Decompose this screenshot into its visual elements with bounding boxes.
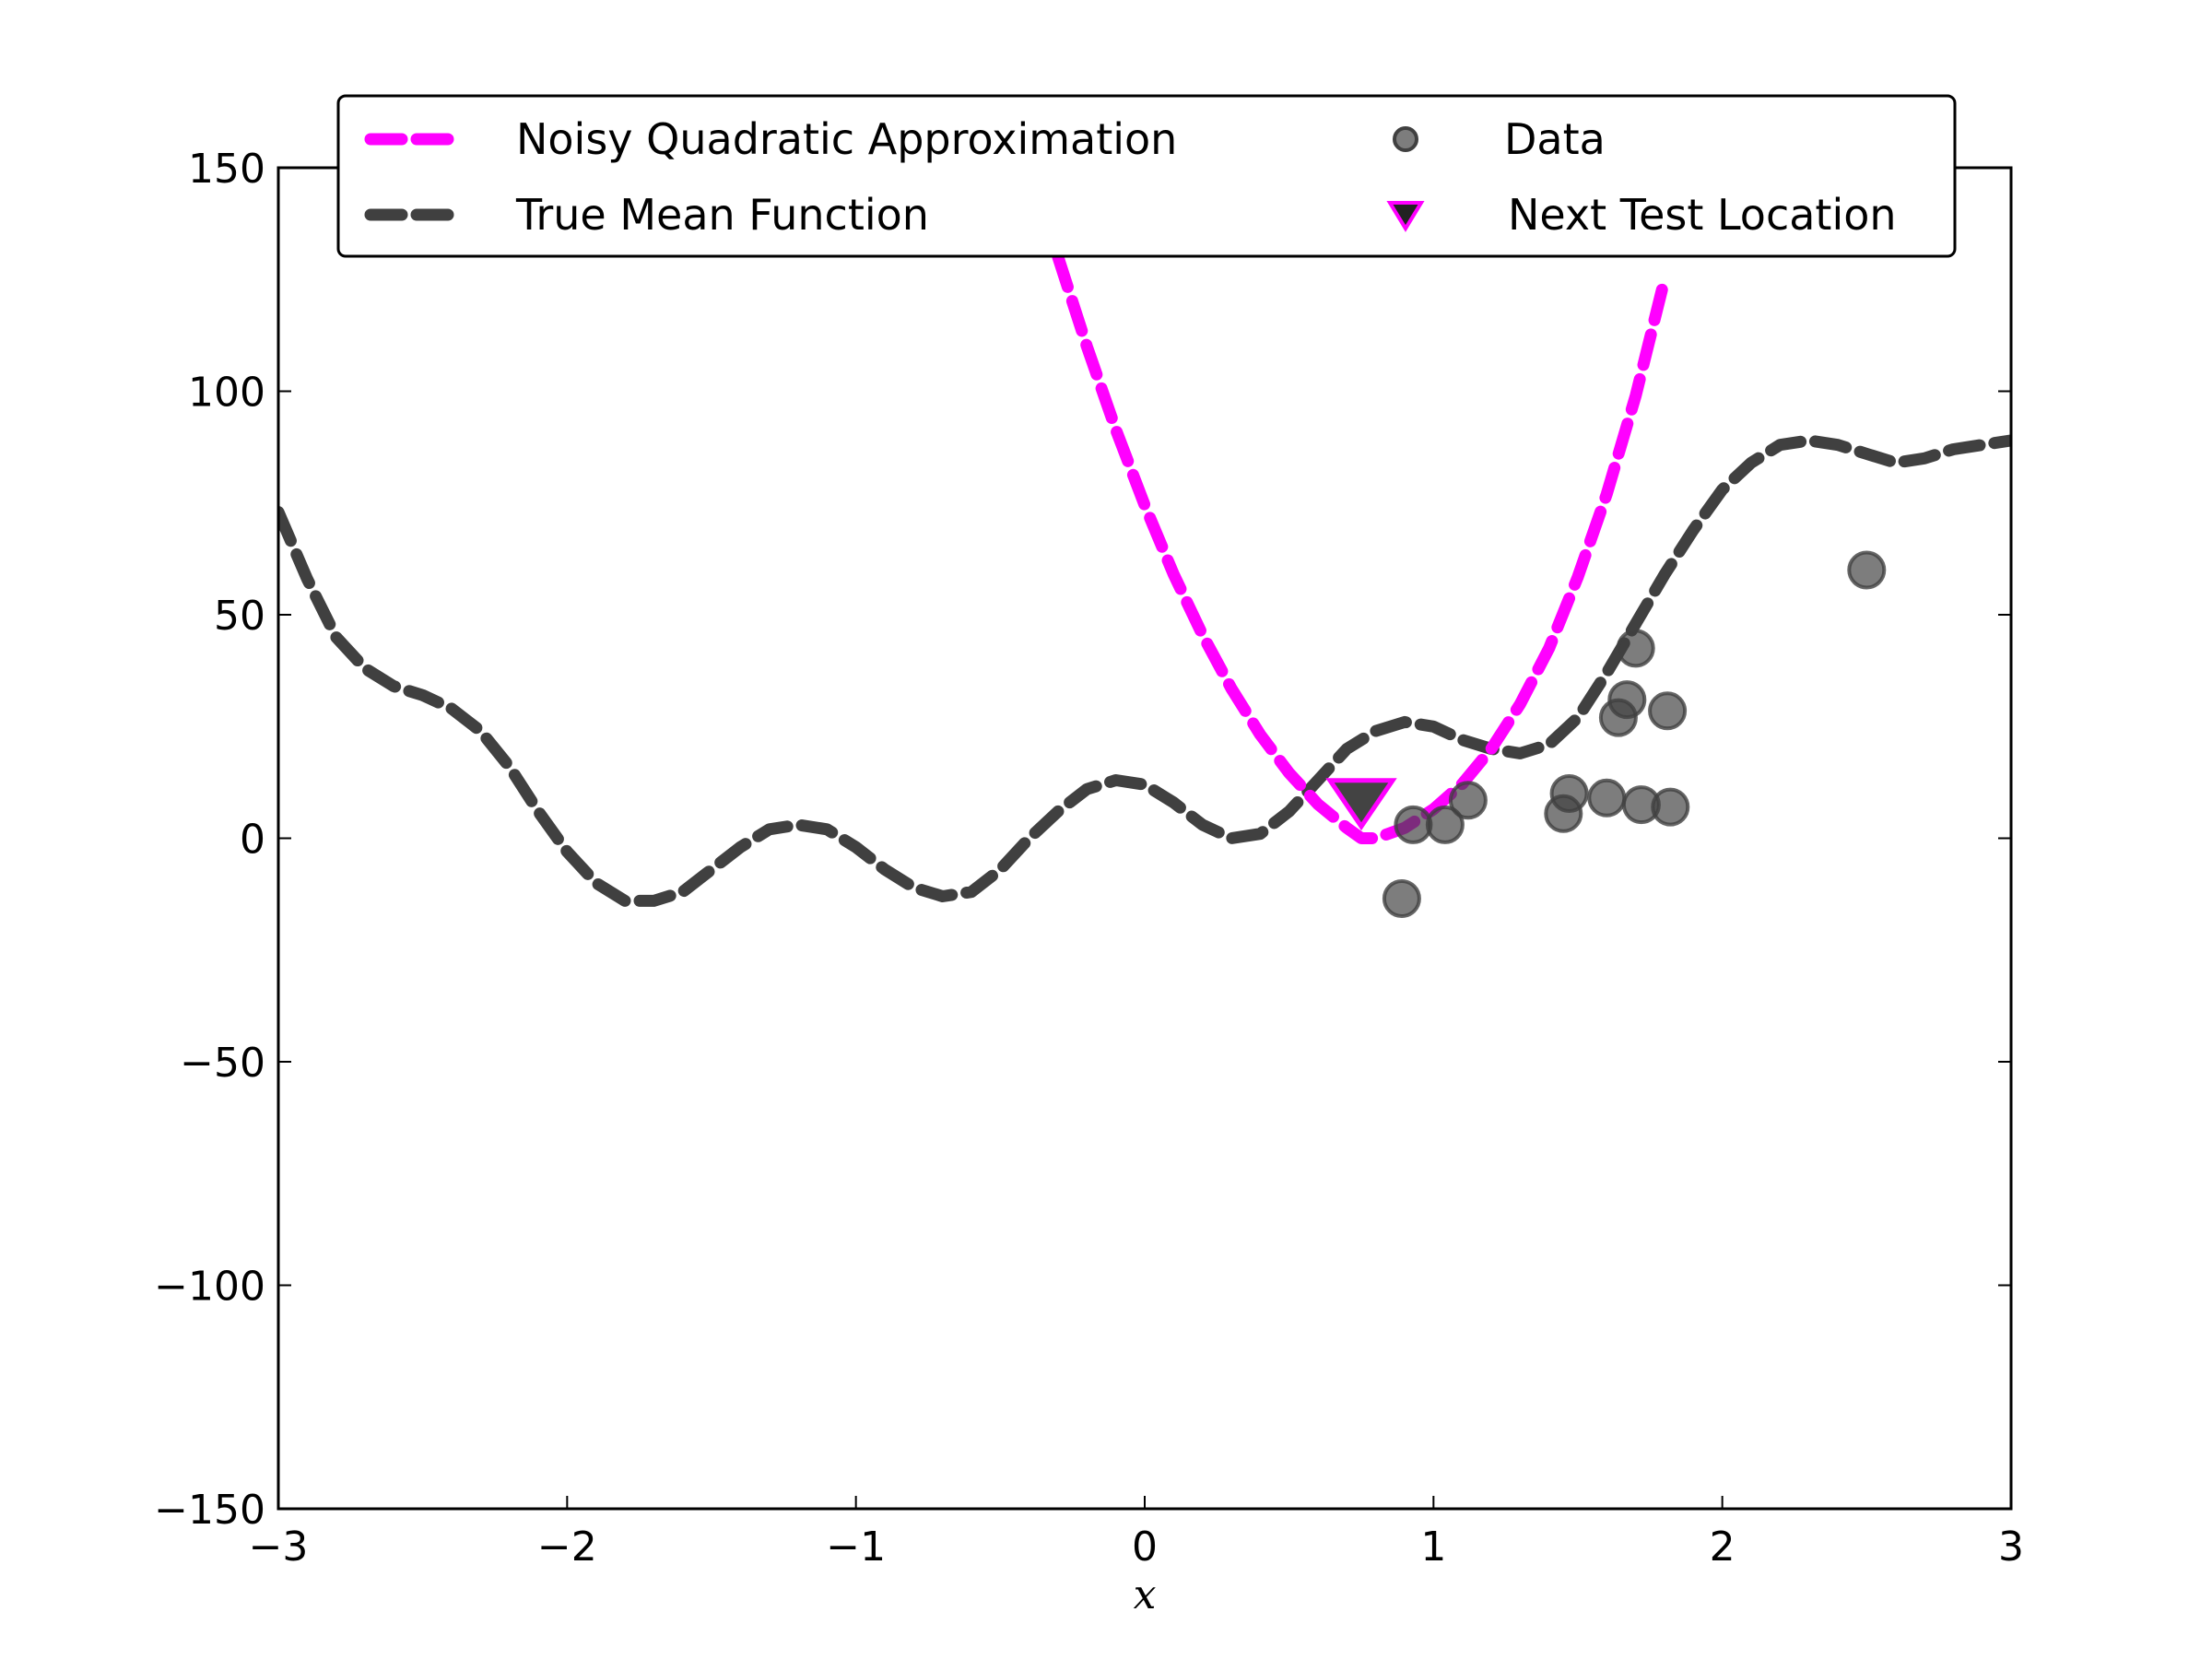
noisy-quadratic-line — [1052, 251, 1671, 844]
data-point-10 — [1616, 629, 1655, 668]
x-tick-label-1: −2 — [537, 1524, 597, 1571]
data-point-13 — [1651, 787, 1690, 827]
x-tick-label-4: 1 — [1420, 1524, 1446, 1571]
x-tick-label-5: 2 — [1710, 1524, 1735, 1571]
data-point-14 — [1847, 550, 1887, 590]
legend-label-next-test: Next Test Location — [1508, 190, 1897, 240]
legend-swatch-data — [1393, 126, 1418, 152]
data-point-3 — [1425, 805, 1465, 844]
x-tick-label-0: −3 — [249, 1524, 309, 1571]
data-point-6 — [1549, 774, 1589, 813]
x-tick-label-6: 3 — [1998, 1524, 2024, 1571]
x-tick-label-3: 0 — [1132, 1524, 1158, 1571]
plot-marks — [278, 251, 2011, 918]
legend-swatch-next-test — [1386, 201, 1425, 232]
data-point-4 — [1448, 781, 1488, 820]
y-tick-label-1: −100 — [154, 1264, 265, 1311]
data-point-1 — [1382, 879, 1421, 918]
next-test-marker — [1325, 778, 1397, 831]
legend-label-true-mean: True Mean Function — [515, 190, 929, 240]
y-tick-label-2: −50 — [180, 1040, 265, 1087]
plot-area — [278, 251, 2011, 918]
y-tick-label-3: 0 — [240, 817, 265, 864]
data-point-2 — [1394, 805, 1433, 844]
y-tick-label-4: 50 — [214, 593, 265, 640]
legend-frame — [336, 94, 1957, 258]
true-mean-line — [278, 434, 2011, 907]
y-tick-label-0: −150 — [154, 1487, 265, 1534]
x-tick-label-2: −1 — [826, 1524, 886, 1571]
x-axis-label: x — [1134, 1571, 1157, 1618]
y-tick-label-6: 150 — [188, 146, 265, 193]
data-point-7 — [1587, 778, 1627, 818]
data-point-9 — [1607, 680, 1647, 720]
legend: Noisy Quadratic Approximation True Mean … — [336, 94, 1957, 258]
y-tick-label-5: 100 — [188, 370, 265, 417]
legend-label-data: Data — [1504, 114, 1606, 164]
axes-frame — [276, 166, 2013, 1511]
ticks: −3 −2 −1 0 1 2 3 −150 −100 −50 0 50 100 150 — [154, 146, 2024, 1571]
data-point-12 — [1648, 691, 1688, 731]
legend-label-quadratic: Noisy Quadratic Approximation — [516, 114, 1177, 164]
